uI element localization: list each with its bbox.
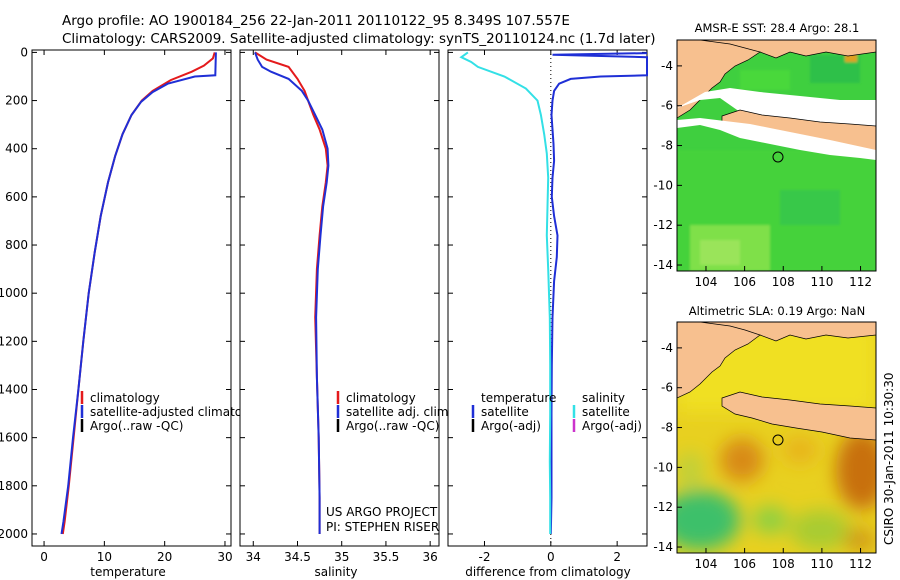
- map-y-tick-label: -6: [661, 381, 673, 395]
- sst-map-ticks: 104 106 108 110 112 -4 -6 -8 -10 -12 -14: [653, 59, 872, 289]
- legend-temp-argo: Argo(-adj): [481, 419, 541, 433]
- difference-axes-frame: [447, 49, 648, 547]
- map-x-tick-label: 112: [849, 275, 872, 289]
- salinity-panel: 34 34.5 35 35.5 36 salinity climatology sate…: [239, 49, 452, 579]
- legend-climatology: climatology: [90, 391, 160, 405]
- figure-title-line2: Climatology: CARS2009. Satellite-adjuste…: [62, 31, 655, 47]
- difference-panel: -2 0 2 difference from climatology tempera…: [447, 49, 648, 579]
- sst-map-panel: AMSR-E SST: 28.4 Argo: 28.1 10: [653, 21, 877, 289]
- map-x-tick-label: 104: [695, 557, 718, 571]
- salinity-axes-frame: [239, 49, 440, 547]
- map-x-tick-label: 110: [810, 557, 833, 571]
- x-tick-label: 34.5: [284, 550, 311, 564]
- x-tick-label: 0: [547, 550, 555, 564]
- x-tick-label: 2: [613, 550, 621, 564]
- map-x-tick-label: 112: [849, 557, 872, 571]
- y-tick-label: 200: [5, 94, 28, 108]
- legend-satellite-adj: satellite adj. clim.: [346, 405, 452, 419]
- sst-map-image: [677, 40, 876, 271]
- y-tick-label: 1800: [0, 479, 28, 493]
- salinity-legend: climatology satellite adj. clim. Argo(..…: [336, 391, 452, 433]
- legend-temp-satellite: satellite: [481, 405, 529, 419]
- legend-argo: Argo(..raw -QC): [346, 419, 439, 433]
- difference-legend: temperature salinity satellite Argo(-adj…: [471, 391, 642, 433]
- legend-argo: Argo(..raw -QC): [90, 419, 183, 433]
- x-tick-label: 34: [246, 550, 261, 564]
- map-y-tick-label: -12: [653, 500, 673, 514]
- x-tick-label: 0: [40, 550, 48, 564]
- map-x-tick-label: 108: [772, 557, 795, 571]
- map-y-tick-label: -8: [661, 421, 673, 435]
- temperature-xlabel: temperature: [90, 565, 165, 579]
- legend-header-salinity: salinity: [582, 391, 625, 405]
- sla-map-ticks: 104 106 108 110 112 -4 -6 -8 -10 -12 -14: [653, 341, 872, 571]
- series-line-salinity-satellite: [459, 51, 552, 534]
- y-tick-label: 2000: [0, 527, 28, 541]
- y-tick-label: 400: [5, 142, 28, 156]
- x-tick-label: 10: [97, 550, 112, 564]
- y-tick-label: 1600: [0, 431, 28, 445]
- salinity-series: [254, 51, 330, 534]
- sst-map-frame: [676, 39, 877, 272]
- map-y-tick-label: -12: [653, 218, 673, 232]
- difference-xlabel: difference from climatology: [465, 565, 631, 579]
- temperature-ticks: 0 10 20 30 0 200 400 600 800 1000 1200 1400 1600 1800…: [0, 45, 233, 564]
- x-tick-label: 20: [157, 550, 172, 564]
- map-x-tick-label: 106: [733, 557, 756, 571]
- sla-map-frame: [676, 321, 877, 554]
- legend-satellite: satellite-adjusted climatology: [90, 405, 268, 419]
- map-x-tick-label: 104: [695, 275, 718, 289]
- x-tick-label: 35: [334, 550, 349, 564]
- salinity-xlabel: salinity: [314, 565, 357, 579]
- legend-climatology: climatology: [346, 391, 416, 405]
- map-y-tick-label: -10: [653, 460, 673, 474]
- temperature-axes-frame: [31, 49, 232, 547]
- temperature-legend: climatology satellite-adjusted climatolo…: [80, 391, 268, 433]
- series-line-temperature-satellite: [549, 52, 648, 535]
- series-line-satellite-adj-clim-: [254, 52, 330, 534]
- difference-series: [459, 51, 648, 535]
- y-tick-label: 1400: [0, 382, 28, 396]
- x-tick-label: -2: [478, 550, 490, 564]
- map-x-tick-label: 108: [772, 275, 795, 289]
- x-tick-label: 30: [217, 550, 232, 564]
- sla-map-image: [677, 322, 876, 553]
- series-line-satellite-adjusted-climatology: [60, 52, 217, 535]
- y-tick-label: 800: [5, 238, 28, 252]
- legend-sal-satellite: satellite: [582, 405, 630, 419]
- map-y-tick-label: -10: [653, 178, 673, 192]
- map-x-tick-label: 110: [810, 275, 833, 289]
- temperature-series: [60, 52, 217, 535]
- map-y-tick-label: -4: [661, 341, 673, 355]
- map-x-tick-label: 106: [733, 275, 756, 289]
- pi-annotation: PI: STEPHEN RISER: [326, 520, 439, 534]
- sla-map-title: Altimetric SLA: 0.19 Argo: NaN: [689, 304, 865, 318]
- credit-text: CSIRO 30-Jan-2011 10:30:30: [882, 373, 896, 545]
- y-tick-label: 1000: [0, 286, 28, 300]
- legend-header-temperature: temperature: [481, 391, 556, 405]
- y-tick-label: 600: [5, 190, 28, 204]
- x-tick-label: 36: [423, 550, 438, 564]
- legend-sal-argo: Argo(-adj): [582, 419, 642, 433]
- map-y-tick-label: -4: [661, 59, 673, 73]
- map-y-tick-label: -6: [661, 99, 673, 113]
- map-y-tick-label: -14: [653, 540, 673, 554]
- sst-map-title: AMSR-E SST: 28.4 Argo: 28.1: [695, 21, 860, 35]
- temperature-panel: 0 10 20 30 0 200 400 600 800 1000 1200 1400 1600 1800…: [0, 45, 268, 579]
- salinity-ticks: 34 34.5 35 35.5 36: [240, 50, 439, 564]
- map-y-tick-label: -14: [653, 258, 673, 272]
- project-annotation: US ARGO PROJECT: [326, 505, 438, 519]
- y-tick-label: 1200: [0, 334, 28, 348]
- y-tick-label: 0: [20, 45, 28, 59]
- figure-title-line1: Argo profile: AO 1900184_256 22-Jan-2011…: [62, 13, 570, 29]
- x-tick-label: 35.5: [373, 550, 400, 564]
- sla-map-panel: Altimetric SLA: 0.19 Argo: NaN 104 106 108…: [653, 304, 877, 571]
- map-y-tick-label: -8: [661, 139, 673, 153]
